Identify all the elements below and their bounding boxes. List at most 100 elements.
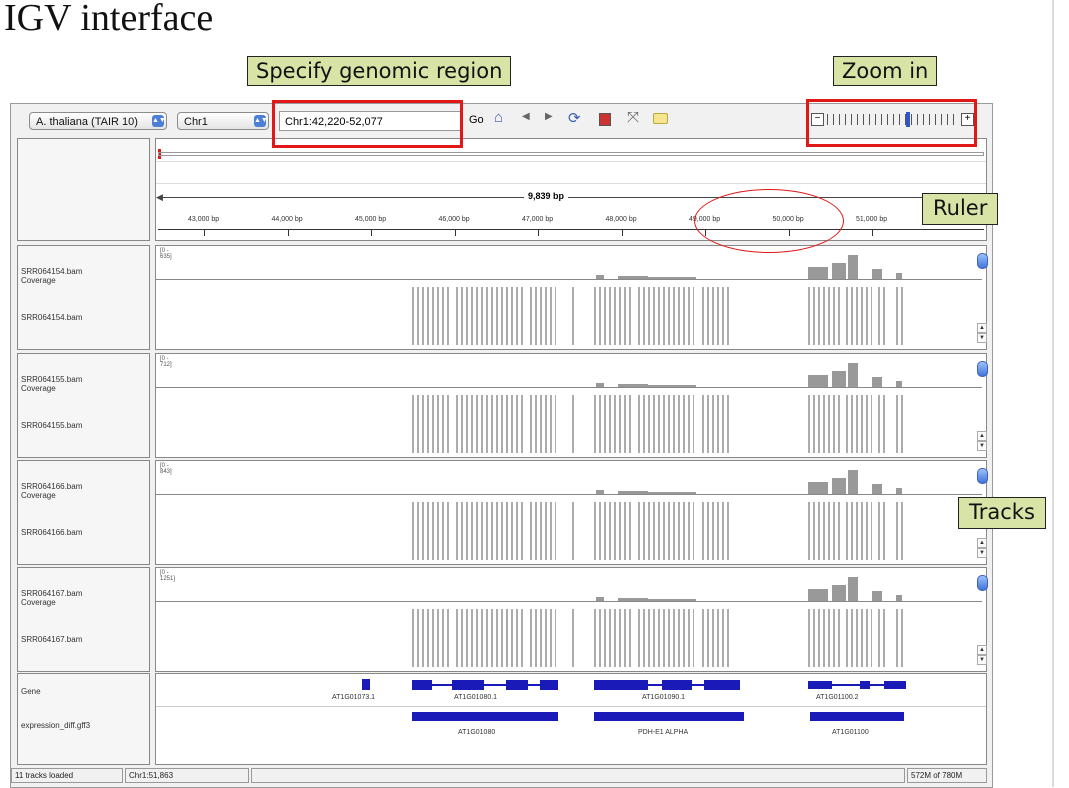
gene-exon[interactable] xyxy=(540,680,558,690)
gene-exon[interactable] xyxy=(662,680,692,690)
coverage-bar xyxy=(832,478,846,494)
scrollbar-thumb[interactable] xyxy=(977,253,988,269)
coverage-track-name[interactable]: SRR064167.bam Coverage xyxy=(21,589,83,607)
locus-input[interactable]: Chr1:42,220-52,077 xyxy=(279,111,461,131)
scroll-up-icon[interactable]: ▲ xyxy=(977,431,987,441)
read-alignment-block xyxy=(702,502,732,560)
read-alignment-block xyxy=(456,287,508,345)
gene-exon[interactable] xyxy=(594,680,648,690)
zoom-widget[interactable]: − + xyxy=(811,112,975,128)
scroll-up-icon[interactable]: ▲ xyxy=(977,645,987,655)
gene-exon[interactable] xyxy=(860,681,870,689)
track-name-panel xyxy=(17,353,150,458)
callout-ruler: Ruler xyxy=(922,193,999,225)
coverage-track-name[interactable]: SRR064154.bam Coverage xyxy=(21,267,83,285)
alignment-track-name[interactable]: SRR064167.bam xyxy=(21,635,83,644)
read-alignment-block xyxy=(896,287,906,345)
resize-icon[interactable]: ⤧ xyxy=(627,109,640,126)
gff-feature[interactable] xyxy=(594,712,744,721)
coverage-bar xyxy=(848,470,858,494)
go-button[interactable]: Go xyxy=(469,114,484,126)
coverage-range-label: [0 - 1251] xyxy=(160,570,176,582)
gff-track-name[interactable]: expression_diff.gff3 xyxy=(21,721,91,730)
coverage-bar xyxy=(596,490,604,494)
refresh-icon[interactable]: ⟳ xyxy=(568,110,581,127)
ruler-tick-label: 45,000 bp xyxy=(355,216,387,223)
scrollbar-thumb[interactable] xyxy=(977,575,988,591)
highlight-zoom-box xyxy=(806,99,977,147)
scroll-down-icon[interactable]: ▼ xyxy=(977,548,987,558)
dropdown-arrow-icon: ▲▼ xyxy=(254,115,268,127)
read-alignment-block xyxy=(572,502,576,560)
annotation-name-panel: Gene expression_diff.gff3 xyxy=(17,673,150,765)
callout-zoom: Zoom in xyxy=(833,56,938,86)
alignment-track-name[interactable]: SRR064166.bam xyxy=(21,528,83,537)
gene-exon[interactable] xyxy=(506,680,528,690)
coverage-bar xyxy=(646,277,696,279)
ruler-tick-label: 48,000 bp xyxy=(605,216,637,223)
scrollbar-thumb[interactable] xyxy=(977,361,988,377)
chromosome-position-marker xyxy=(158,149,161,159)
coverage-bar xyxy=(596,275,604,279)
genome-dropdown[interactable]: A. thaliana (TAIR 10) ▲▼ xyxy=(29,112,167,130)
region-of-interest-icon[interactable] xyxy=(599,113,611,126)
coverage-track-name[interactable]: SRR064155.bam Coverage xyxy=(21,375,83,393)
alignment-track-name[interactable]: SRR064154.bam xyxy=(21,313,83,322)
alignment-track-name[interactable]: SRR064155.bam xyxy=(21,421,83,430)
back-icon[interactable]: ◀ xyxy=(522,111,530,122)
read-alignment-block xyxy=(638,395,694,453)
gene-track-name[interactable]: Gene xyxy=(21,687,41,696)
scroll-down-icon[interactable]: ▼ xyxy=(977,333,987,343)
read-alignment-block xyxy=(594,502,634,560)
scroll-up-icon[interactable]: ▲ xyxy=(977,538,987,548)
annotation-panel: AT1G01073.1 AT1G01080.1 AT1G01090.1 AT1G… xyxy=(155,673,987,765)
coverage-bar xyxy=(896,595,902,601)
read-alignment-block xyxy=(594,609,634,667)
coverage-bar xyxy=(596,383,604,387)
feature-label: AT1G01080 xyxy=(458,729,496,736)
read-alignment-block xyxy=(702,395,732,453)
read-alignment-block xyxy=(896,609,906,667)
gene-intron xyxy=(808,684,906,686)
chromosome-dropdown[interactable]: Chr1 ▲▼ xyxy=(177,112,269,130)
gene-label: AT1G01073.1 xyxy=(332,694,376,701)
read-alignment-block xyxy=(846,287,872,345)
gene-exon[interactable] xyxy=(808,681,832,689)
gene-exon[interactable] xyxy=(412,680,432,690)
zoom-in-icon[interactable]: + xyxy=(961,113,974,126)
zoom-out-icon[interactable]: − xyxy=(811,113,824,126)
zoom-scale[interactable] xyxy=(827,114,955,125)
coverage-bar xyxy=(618,598,648,601)
ruler-ticks: 43,000 bp 44,000 bp 45,000 bp 46,000 bp 47,0… xyxy=(156,139,986,239)
ruler-tick-label: 47,000 bp xyxy=(522,216,554,223)
coverage-bar xyxy=(832,263,846,279)
coverage-bar xyxy=(596,597,604,601)
read-alignment-block xyxy=(638,609,694,667)
gene-exon[interactable] xyxy=(704,680,740,690)
scroll-down-icon[interactable]: ▼ xyxy=(977,441,987,451)
gene-label: AT1G01080.1 xyxy=(454,694,498,701)
read-alignment-block xyxy=(846,502,872,560)
gene-feature[interactable] xyxy=(362,679,370,690)
coverage-bar xyxy=(618,384,648,387)
read-alignment-block xyxy=(808,395,842,453)
coverage-bar xyxy=(848,577,858,601)
ruler-tick-mark xyxy=(287,229,289,236)
read-alignment-block xyxy=(878,287,886,345)
coverage-track-name[interactable]: SRR064166.bam Coverage xyxy=(21,482,83,500)
scroll-down-icon[interactable]: ▼ xyxy=(977,655,987,665)
zoom-level-marker[interactable] xyxy=(906,112,911,127)
gff-feature[interactable] xyxy=(412,712,558,721)
read-alignment-block xyxy=(506,287,526,345)
coverage-bar xyxy=(646,492,696,494)
gene-exon[interactable] xyxy=(884,681,906,689)
gff-feature[interactable] xyxy=(810,712,904,721)
scrollbar-thumb[interactable] xyxy=(977,468,988,484)
scroll-up-icon[interactable]: ▲ xyxy=(977,323,987,333)
home-icon[interactable]: ⌂ xyxy=(494,109,504,126)
popup-text-icon[interactable] xyxy=(653,113,668,124)
read-alignment-block xyxy=(594,395,634,453)
span-label: 9,839 bp xyxy=(524,191,569,201)
gene-exon[interactable] xyxy=(452,680,484,690)
forward-icon[interactable]: ▶ xyxy=(545,111,553,122)
